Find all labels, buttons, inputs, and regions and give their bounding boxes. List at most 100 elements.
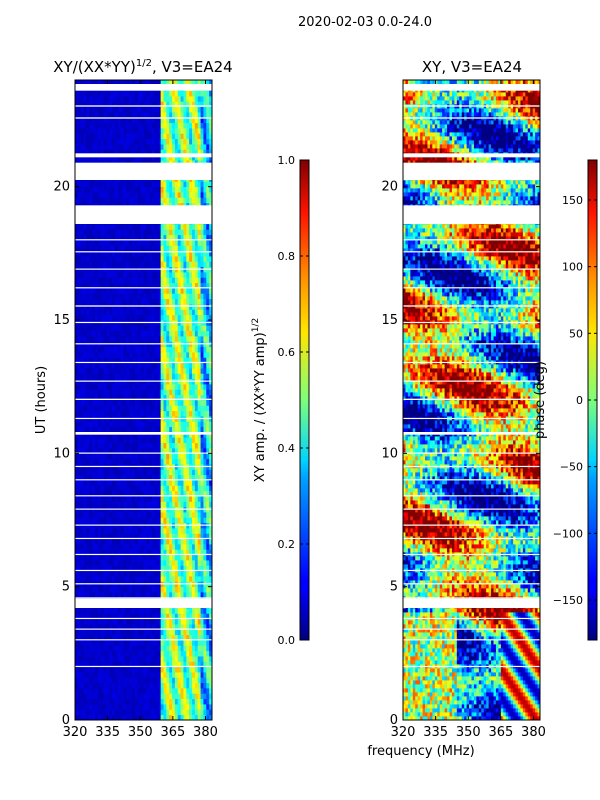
heatmap-cell xyxy=(172,714,176,720)
heatmap-cell xyxy=(117,618,122,625)
heatmap-cell xyxy=(206,496,210,502)
heatmap-cell xyxy=(80,314,84,321)
heatmap-cell xyxy=(166,250,170,257)
heatmap-cell xyxy=(149,330,153,337)
heatmap-cell xyxy=(129,688,133,694)
heatmap-cell xyxy=(89,240,93,246)
heatmap-cell xyxy=(103,304,107,310)
heatmap-cell xyxy=(86,362,90,369)
heatmap-cell xyxy=(103,362,107,369)
heatmap-cell xyxy=(140,544,144,550)
heatmap-cell xyxy=(106,490,110,497)
heatmap-cell xyxy=(160,666,164,673)
heatmap-cell xyxy=(123,250,127,257)
heatmap-cell xyxy=(112,560,116,566)
heatmap-cell xyxy=(100,528,104,534)
heatmap-cell xyxy=(117,421,122,428)
heatmap-cell xyxy=(169,496,173,502)
heatmap-cell xyxy=(186,709,190,716)
heatmap-cell xyxy=(94,245,99,252)
heatmap-cell xyxy=(140,554,144,561)
heatmap-cell xyxy=(160,592,164,598)
heatmap-cell xyxy=(97,325,102,332)
heatmap-cell xyxy=(83,693,87,700)
heatmap-cell xyxy=(132,240,136,246)
heatmap-cell xyxy=(209,229,212,236)
heatmap-cell xyxy=(132,426,136,433)
heatmap-cell xyxy=(189,453,193,460)
heatmap-cell xyxy=(75,576,79,582)
heatmap-cell xyxy=(172,400,176,406)
heatmap-cell xyxy=(100,330,104,337)
heatmap-cell xyxy=(114,565,119,572)
heatmap-cell xyxy=(200,666,204,673)
heatmap-cell xyxy=(146,336,150,342)
heatmap-cell xyxy=(189,272,193,278)
heatmap-cell xyxy=(183,288,187,294)
heatmap-cell xyxy=(146,298,150,305)
heatmap-cell xyxy=(166,709,170,716)
heatmap-cell xyxy=(146,554,150,561)
heatmap-cell xyxy=(123,229,127,236)
heatmap-cell xyxy=(169,554,173,561)
heatmap-cell xyxy=(77,384,82,390)
heatmap-cell xyxy=(163,533,167,540)
heatmap-cell xyxy=(120,528,124,534)
heatmap-cell xyxy=(103,384,107,390)
heatmap-cell xyxy=(192,336,196,342)
heatmap-cell xyxy=(100,490,104,497)
heatmap-cell xyxy=(200,261,204,268)
heatmap-cell xyxy=(109,240,113,246)
heatmap-cell xyxy=(163,325,167,332)
heatmap-cell xyxy=(177,346,181,353)
heatmap-cell xyxy=(83,688,87,694)
heatmap-cell xyxy=(94,714,99,720)
heatmap-cell xyxy=(112,549,116,556)
heatmap-cell xyxy=(197,560,201,566)
heatmap-cell xyxy=(123,688,127,694)
heatmap-cell xyxy=(157,693,162,700)
heatmap-cell xyxy=(89,288,93,294)
heatmap-cell xyxy=(192,538,196,545)
heatmap-cell xyxy=(103,704,107,710)
heatmap-cell xyxy=(123,517,127,524)
heatmap-cell xyxy=(200,458,204,465)
heatmap-cell xyxy=(206,309,210,316)
heatmap-cell xyxy=(103,645,107,652)
heatmap-cell xyxy=(180,501,184,508)
heatmap-cell xyxy=(103,437,107,444)
heatmap-cell xyxy=(172,272,176,278)
heatmap-cell xyxy=(80,496,84,502)
heatmap-cell xyxy=(100,346,104,353)
heatmap-cell xyxy=(92,672,96,678)
heatmap-cell xyxy=(126,656,130,662)
heatmap-cell xyxy=(146,688,150,694)
heatmap-cell xyxy=(75,261,79,268)
heatmap-cell xyxy=(109,533,113,540)
heatmap-cell xyxy=(120,368,124,374)
heatmap-cell xyxy=(166,432,170,438)
heatmap-cell xyxy=(94,586,99,593)
heatmap-cell xyxy=(146,437,150,444)
heatmap-cell xyxy=(189,650,193,657)
heatmap-cell xyxy=(143,325,147,332)
heatmap-cell xyxy=(83,517,87,524)
heatmap-cell xyxy=(126,549,130,556)
heatmap-cell xyxy=(123,682,127,689)
heatmap-cell xyxy=(75,688,79,694)
heatmap-cell xyxy=(192,714,196,720)
heatmap-cell xyxy=(89,298,93,305)
heatmap-cell xyxy=(143,570,147,577)
heatmap-cell xyxy=(183,384,187,390)
heatmap-cell xyxy=(183,570,187,577)
heatmap-cell xyxy=(180,693,184,700)
heatmap-cell xyxy=(94,501,99,508)
heatmap-cell xyxy=(206,245,210,252)
heatmap-cell xyxy=(149,528,153,534)
heatmap-cell xyxy=(146,650,150,657)
heatmap-cell xyxy=(200,186,204,193)
heatmap-cell xyxy=(100,298,104,305)
heatmap-cell xyxy=(126,544,130,550)
heatmap-cell xyxy=(186,373,190,380)
heatmap-cell xyxy=(77,469,82,476)
